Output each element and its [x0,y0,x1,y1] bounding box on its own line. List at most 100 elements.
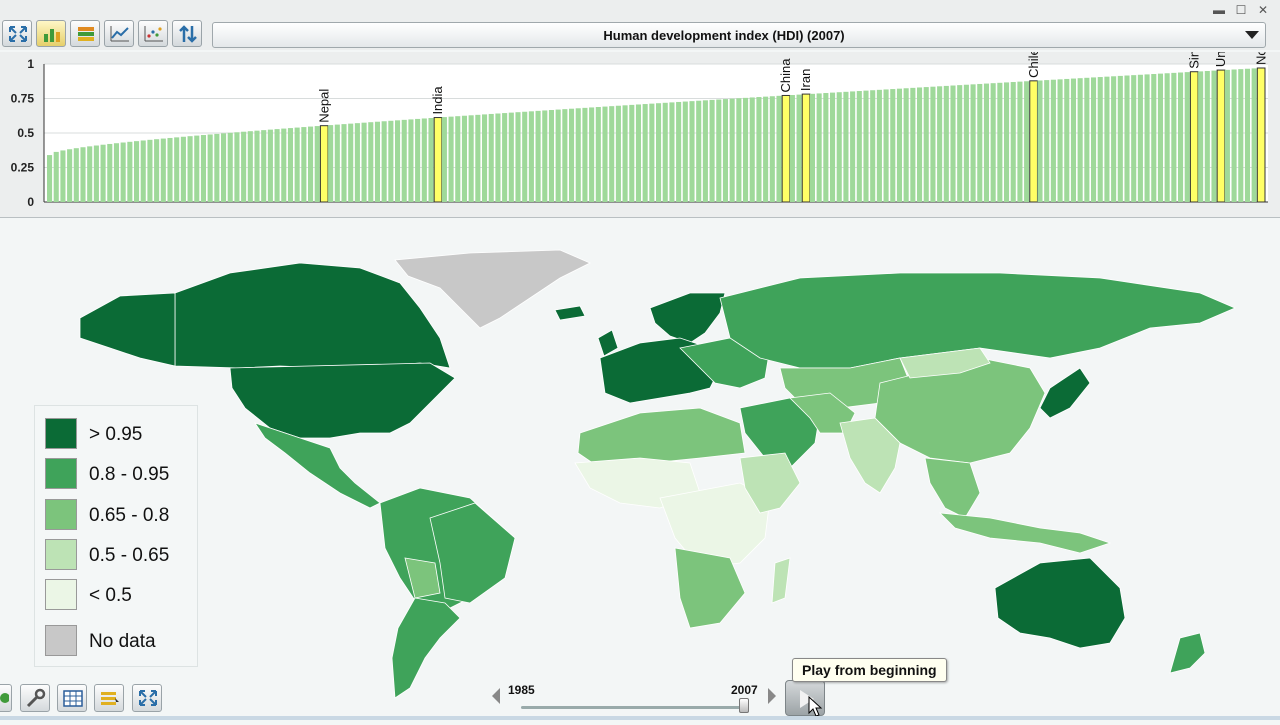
timeline-start-label: 1985 [508,683,535,697]
bar [107,143,113,202]
bar [1117,75,1123,202]
map-settings-button[interactable] [20,684,50,712]
bar [983,83,990,202]
bar-chart-button[interactable] [36,20,66,47]
bar-highlighted [1216,69,1226,203]
fullscreen-map-button[interactable] [132,684,162,712]
bar [53,151,59,202]
bar [816,93,822,202]
bar [134,141,140,202]
wrench-icon [26,688,46,708]
bar [1044,80,1050,202]
bar [622,105,628,202]
bar-label: Nepal [316,89,331,123]
bar [836,92,842,202]
bar [1178,72,1184,202]
bar [67,149,73,202]
bar [113,143,120,202]
map-region-scandinavia [649,292,726,344]
bar [1064,78,1070,202]
bar [388,120,394,202]
bar [1151,74,1157,202]
indicator-selector[interactable]: Human development index (HDI) (2007) [212,22,1266,48]
legend-swatch [45,458,77,489]
bar [221,133,227,202]
timeline-slider-track[interactable] [521,706,747,709]
bar [274,129,280,202]
bar [120,142,126,202]
step-forward-arrow-icon[interactable] [768,688,776,704]
bar [575,108,581,202]
bar [254,130,260,202]
bar [743,97,749,202]
world-map[interactable] [0,218,1280,720]
bar-highlighted [319,125,329,203]
bar [374,121,381,202]
legend-label: > 0.95 [89,424,143,445]
bar [1211,70,1217,202]
map-region-indonesia [938,512,1112,554]
bar [508,112,514,202]
maximize-icon[interactable]: ☐ [1235,3,1247,17]
bar [1010,82,1016,202]
bar-label: India [430,86,445,115]
bar [408,119,414,202]
bar [421,118,427,202]
bar [308,126,314,202]
bar [207,134,213,202]
bar [441,117,447,202]
map-region-russia [719,272,1237,369]
bar [214,133,220,202]
bar [354,123,360,202]
bar [1091,77,1097,202]
minimize-icon[interactable]: ▬ [1213,3,1225,17]
bar-highlighted [1029,80,1038,203]
fullscreen-button[interactable] [2,20,32,47]
bar [656,103,662,202]
bar [234,132,240,202]
bar [401,119,407,202]
legend-icon [101,692,119,705]
bar [1137,74,1143,202]
bar [1037,80,1043,202]
legend-toggle-button[interactable] [94,684,124,712]
bar [642,104,648,202]
bar [856,91,862,202]
bar [1124,75,1130,202]
expand-arrows-icon [9,26,27,42]
bar [957,85,963,202]
bar [395,120,401,202]
sorted-bars-button[interactable] [70,20,100,47]
map-region-madagascar [771,557,791,604]
bar [769,96,775,202]
bar [535,110,541,202]
bar [294,127,300,202]
line-chart-icon [110,26,129,42]
bar [1097,77,1103,202]
close-icon[interactable]: ✕ [1257,3,1269,17]
y-tick-label: 1 [27,57,34,71]
bar [261,130,267,202]
legend-swatch [45,418,77,449]
step-back-arrow-icon[interactable] [492,688,500,704]
timeline-slider-thumb[interactable] [739,698,749,713]
sort-button[interactable] [172,20,202,47]
line-chart-button[interactable] [104,20,134,47]
bar [997,82,1003,202]
bar [448,116,454,202]
map-tool-button[interactable] [0,684,12,712]
bar [475,114,481,202]
bar [1111,76,1117,202]
scatter-plot-button[interactable] [138,20,168,47]
play-button[interactable] [785,680,825,716]
table-view-button[interactable] [57,684,87,712]
bar-label: Iran [798,69,813,91]
bar [796,94,802,202]
bar [1164,73,1170,202]
map-area [0,218,1280,720]
bar [990,83,996,202]
bar [923,87,929,202]
bar [1057,79,1063,202]
bar [776,95,782,202]
bar [1004,82,1010,202]
